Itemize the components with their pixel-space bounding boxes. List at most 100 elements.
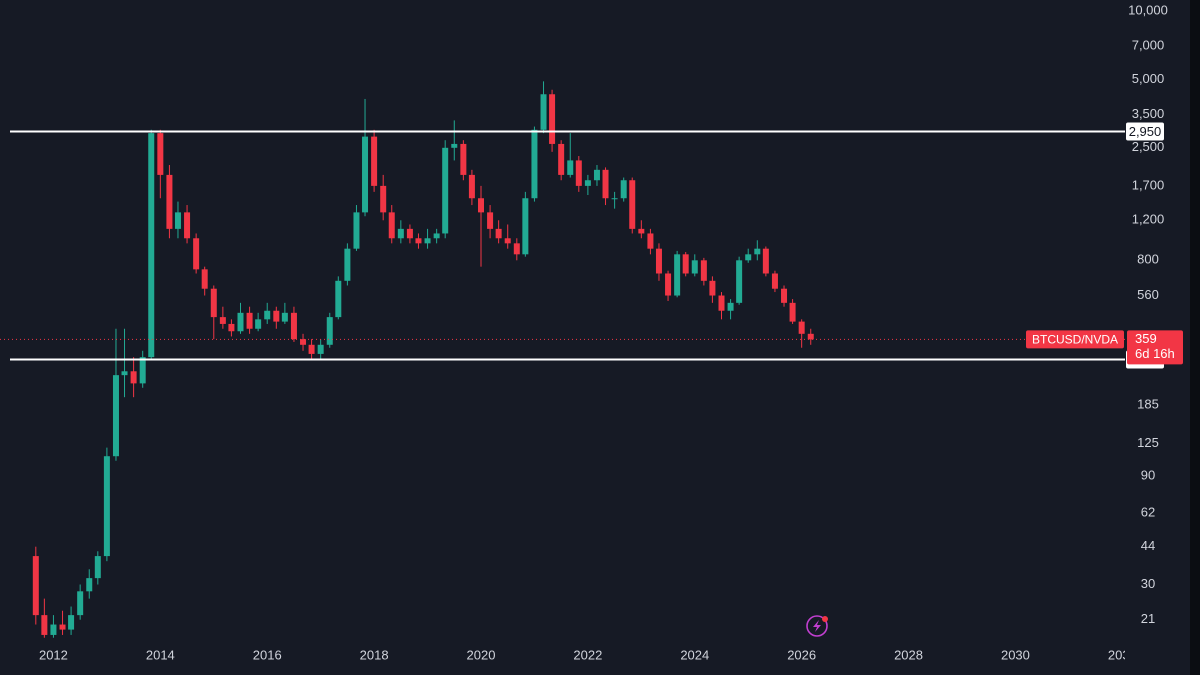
candle-body <box>504 238 511 244</box>
candle-body <box>326 317 333 345</box>
x-tick-label: 2022 <box>573 647 602 662</box>
candle-body <box>139 357 146 384</box>
candle-body <box>531 129 538 199</box>
candle-body <box>281 312 288 322</box>
candle-body <box>59 624 66 630</box>
candle-body <box>193 238 200 270</box>
candle-body <box>255 319 262 329</box>
y-tick-label: 21 <box>1141 611 1155 626</box>
candle-body <box>460 143 467 175</box>
x-tick-label: 2028 <box>894 647 923 662</box>
y-tick-label: 2,500 <box>1132 139 1165 154</box>
y-tick-label: 3,500 <box>1132 106 1165 121</box>
candle-body <box>219 317 226 324</box>
candle-body <box>415 238 422 244</box>
candle-body <box>442 147 449 234</box>
x-tick-label: 2018 <box>360 647 389 662</box>
candle-body <box>629 180 636 229</box>
candle-body <box>674 254 681 296</box>
candle-body <box>727 302 734 311</box>
candle-body <box>798 321 805 334</box>
y-tick-label: 1,200 <box>1132 212 1165 227</box>
candle-body <box>335 280 342 318</box>
last-price-box <box>1127 330 1183 365</box>
candle-body <box>112 375 119 457</box>
candle-body <box>94 556 101 579</box>
candle-body <box>300 339 307 345</box>
y-tick-label: 7,000 <box>1132 38 1165 53</box>
x-tick-label: 2020 <box>467 647 496 662</box>
y-tick-label: 44 <box>1141 538 1155 553</box>
candle-body <box>567 160 574 175</box>
x-tick-label: 2014 <box>146 647 175 662</box>
candle-body <box>549 94 556 144</box>
y-tick-label: 90 <box>1141 467 1155 482</box>
candle-body <box>709 280 716 296</box>
alert-icon[interactable] <box>806 615 828 637</box>
candle-body <box>424 238 431 244</box>
candle-body <box>157 133 164 175</box>
candle-body <box>388 212 395 239</box>
candle-body <box>344 248 351 281</box>
candle-body <box>762 248 769 274</box>
candle-body <box>745 254 752 261</box>
candle-body <box>468 174 475 199</box>
candle-body <box>50 624 57 635</box>
last-price-label: 359 <box>1135 331 1157 346</box>
candle-body <box>602 169 609 199</box>
candle-body <box>682 254 689 274</box>
candle-body <box>558 143 565 175</box>
candle-body <box>174 212 181 229</box>
candle-body <box>584 180 591 186</box>
y-tick-label: 62 <box>1141 504 1155 519</box>
x-tick-label: 2012 <box>39 647 68 662</box>
candle-body <box>513 243 520 255</box>
candle-body <box>371 136 378 186</box>
y-tick-label: 560 <box>1137 287 1159 302</box>
candle-body <box>451 143 458 148</box>
candle-body <box>317 344 324 354</box>
candle-body <box>380 185 387 213</box>
candle-body <box>184 212 191 239</box>
candle-body <box>807 333 814 340</box>
candle-body <box>433 233 440 239</box>
candle-body <box>77 591 84 616</box>
x-tick-label: 2024 <box>680 647 709 662</box>
candle-body <box>237 312 244 332</box>
candle-body <box>718 295 725 311</box>
y-tick-label: 1,700 <box>1132 177 1165 192</box>
candle-body <box>121 371 128 376</box>
candle-body <box>691 260 698 274</box>
y-tick-label: 125 <box>1137 435 1159 450</box>
x-tick-label: 2026 <box>787 647 816 662</box>
candle-body <box>477 198 484 213</box>
x-axis: 2012 2014 2016 2018 2020 2022 2024 2026 2028 2030… <box>39 647 1137 662</box>
candle-body <box>130 371 137 384</box>
candle-body <box>611 198 618 200</box>
candle-body <box>655 248 662 274</box>
candle-body <box>647 233 654 249</box>
candle-body <box>638 228 645 234</box>
candle-body <box>665 273 672 296</box>
candle-body <box>593 169 600 181</box>
candle-body <box>362 136 369 213</box>
candle-body <box>620 180 627 199</box>
candle-body <box>86 578 93 592</box>
y-tick-label: 30 <box>1141 576 1155 591</box>
candle-body <box>148 133 155 358</box>
candle-body <box>273 310 280 322</box>
candle-body <box>166 174 173 229</box>
candle-body <box>789 302 796 322</box>
x-tick-label: 2032 <box>1108 647 1137 662</box>
candle-body <box>522 198 529 255</box>
candle-body <box>264 310 271 320</box>
candle-body <box>781 288 788 303</box>
price-label-box <box>1126 122 1164 141</box>
candle-body <box>228 323 235 332</box>
symbol-box <box>1026 330 1124 349</box>
x-tick-label: 2030 <box>1001 647 1030 662</box>
candle-body <box>201 269 208 289</box>
candle-body <box>103 456 110 557</box>
countdown-label: 6d 16h <box>1135 346 1175 361</box>
